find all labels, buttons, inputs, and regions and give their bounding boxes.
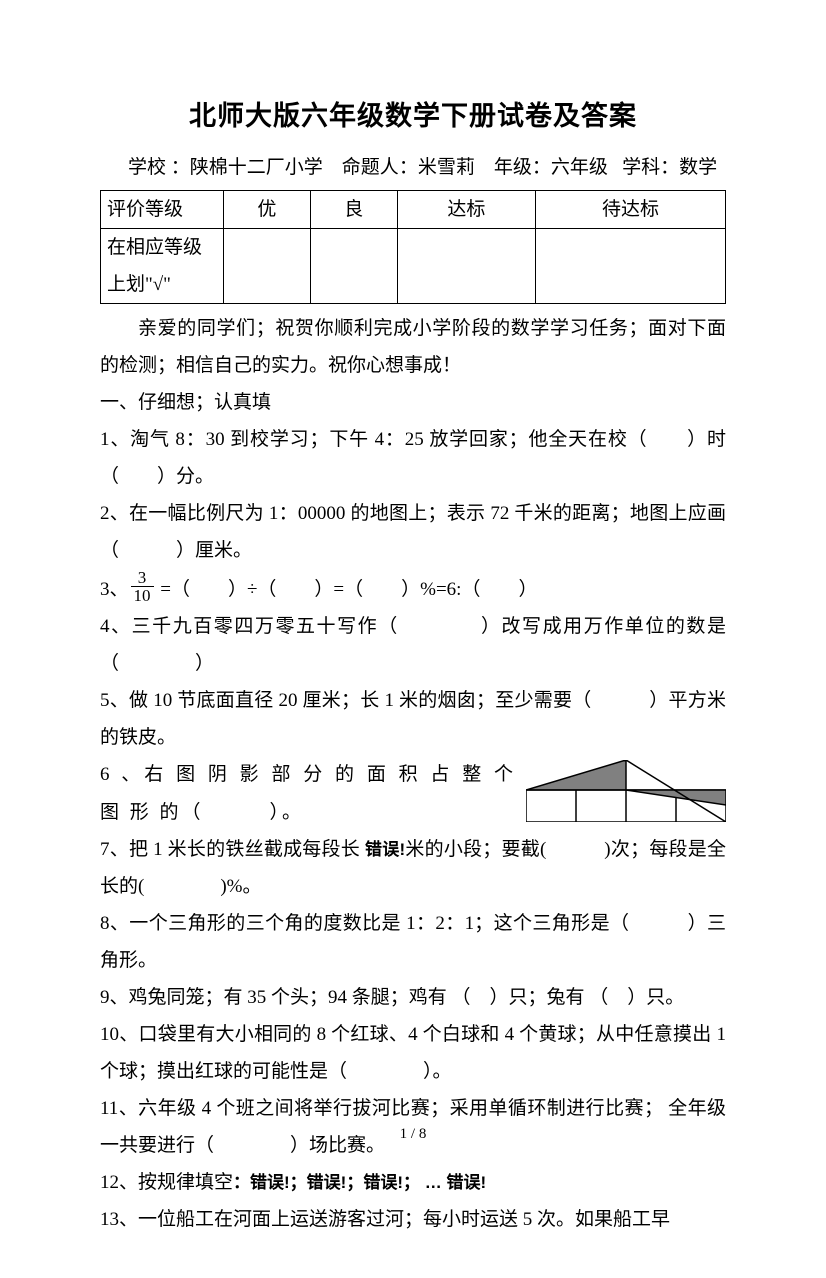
grade-cell xyxy=(224,228,311,303)
question-9: 9、鸡兔同笼；有 35 个头；94 条腿；鸡有 （ ）只；兔有 （ ）只。 xyxy=(100,979,726,1016)
fig6-tri1 xyxy=(526,760,626,790)
question-4: 4、三千九百零四万零五十写作（ ）改写成用万作单位的数是（ ） xyxy=(100,608,726,682)
grade-label: 年级 xyxy=(494,157,532,178)
question-8: 8、一个三角形的三个角的度数比是 1：2：1；这个三角形是（ ）三角形。 xyxy=(100,905,726,979)
row1-head: 在相应等级上划"√" xyxy=(101,228,224,303)
row0-head: 评价等级 xyxy=(101,190,224,228)
question-7: 7、把 1 米长的铁丝截成每段长 错误!米的小段；要截( )次；每段是全长的( … xyxy=(100,831,726,905)
grade-table: 评价等级 优 良 达标 待达标 在相应等级上划"√" xyxy=(100,190,726,304)
grade-col-4: 待达标 xyxy=(536,190,726,228)
question-3: 3、310 =（ ）÷（ ）=（ ）%=6:（ ） xyxy=(100,569,726,608)
grade-col-2: 良 xyxy=(310,190,397,228)
question-12: 12、按规律填空：错误!；错误!；错误!； … 错误! xyxy=(100,1164,726,1201)
info-line: 学校 ：陕棉十二厂小学 命题人：米雪莉 年级：六年级 学科：数学 xyxy=(100,149,726,186)
subject-label: 学科 xyxy=(622,157,660,178)
figure-6-icon xyxy=(526,760,726,822)
grade-cell xyxy=(310,228,397,303)
subject-value: 数学 xyxy=(679,157,717,178)
grade-col-1: 优 xyxy=(224,190,311,228)
page-footer: 1 / 8 xyxy=(0,1126,826,1143)
question-6-wrap: 6 、右 图 阴 影 部 分 的 面 积 占 整 个 图 形 的（ ）。 xyxy=(100,756,726,830)
intro-text: 亲爱的同学们；祝贺你顺利完成小学阶段的数学学习任务；面对下面的检测；相信自己的实… xyxy=(100,310,726,384)
q3-rest: =（ ）÷（ ）=（ ）%=6:（ ） xyxy=(156,579,538,600)
question-2: 2、在一幅比例尺为 1：00000 的地图上；表示 72 千米的距离；地图上应画… xyxy=(100,495,726,569)
fraction-icon: 310 xyxy=(131,569,154,604)
error-icon: 错误! xyxy=(365,840,405,859)
school-label: 学校 xyxy=(128,157,166,178)
question-10: 10、口袋里有大小相同的 8 个红球、4 个白球和 4 个黄球；从中任意摸出 1… xyxy=(100,1016,726,1090)
question-13: 13、一位船工在河面上运送游客过河；每小时运送 5 次。如果船工早 xyxy=(100,1201,726,1238)
school-value: 陕棉十二厂小学 xyxy=(190,157,323,178)
q3-prefix: 3、 xyxy=(100,579,129,600)
grade-value: 六年级 xyxy=(551,157,608,178)
q7a: 7、把 1 米长的铁丝截成每段长 xyxy=(100,839,365,860)
grade-cell xyxy=(397,228,535,303)
setter-value: 米雪莉 xyxy=(418,157,475,178)
grade-cell xyxy=(536,228,726,303)
question-5: 5、做 10 节底面直径 20 厘米；长 1 米的烟囱；至少需要（ ）平方米的铁… xyxy=(100,682,726,756)
question-1: 1、淘气 8：30 到校学习；下午 4：25 放学回家；他全天在校（ ）时（ ）… xyxy=(100,421,726,495)
q12-prefix: 12、按规律填空 xyxy=(100,1172,233,1193)
page-title: 北师大版六年级数学下册试卷及答案 xyxy=(100,90,726,143)
grade-col-3: 达标 xyxy=(397,190,535,228)
setter-label: 命题人 xyxy=(342,157,399,178)
error-icon: ：错误!；错误!；错误!； … 错误! xyxy=(233,1173,486,1192)
section-1-heading: 一、仔细想；认真填 xyxy=(100,384,726,421)
